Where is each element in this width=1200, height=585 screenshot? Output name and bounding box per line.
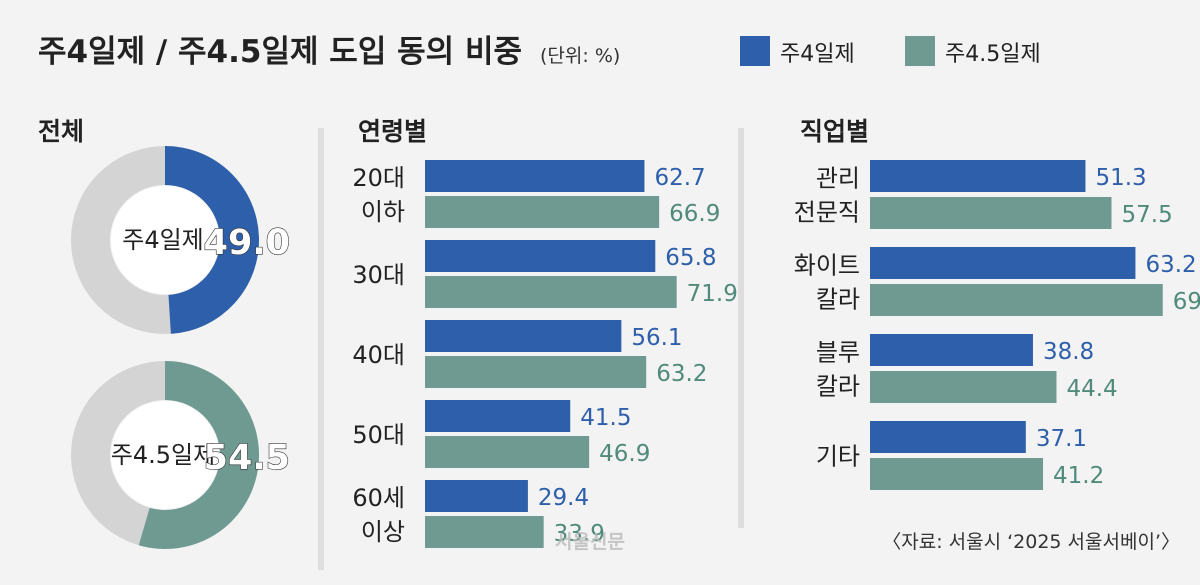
data-label: 66.9 <box>669 201 720 227</box>
panel-title-overall: 전체 <box>38 117 84 146</box>
panel-title-occupation: 직업별 <box>800 117 869 146</box>
bar <box>870 334 1033 366</box>
donut-center-label: 주4일제 <box>122 226 204 254</box>
watermark: 서울신문 <box>555 531 625 553</box>
panel-divider-2 <box>738 128 744 528</box>
category-label: 블루 <box>816 339 860 367</box>
chart-title: 주4일제 / 주4.5일제 도입 동의 비중 <box>38 34 522 70</box>
category-label: 20대 <box>352 164 405 192</box>
legend: 주4일제 주4.5일제 <box>740 36 1041 67</box>
data-label: 37.1 <box>1036 426 1087 452</box>
bar <box>425 196 660 228</box>
legend-label-series-2: 주4.5일제 <box>945 42 1041 67</box>
source-note: 〈자료: 서울시 ‘2025 서울서베이’〉 <box>882 531 1180 553</box>
category-label: 기타 <box>816 443 860 471</box>
bar <box>425 436 590 468</box>
data-label: 41.5 <box>580 405 631 431</box>
donut-slice <box>165 146 259 334</box>
bar <box>425 480 528 512</box>
category-label: 이상 <box>361 518 405 546</box>
data-label: 33.9 <box>554 521 605 547</box>
bar-group: 30대 65.8 71.9 <box>352 240 738 308</box>
legend-swatch-series-2 <box>905 36 935 66</box>
category-label: 이하 <box>361 198 405 226</box>
bar <box>425 276 677 308</box>
unit-label: (단위: %) <box>540 45 620 67</box>
donut-hole <box>111 186 219 294</box>
bar <box>870 421 1026 453</box>
data-label: 41.2 <box>1053 463 1104 489</box>
data-label: 57.5 <box>1122 202 1173 228</box>
donut-slice <box>138 361 260 549</box>
data-label: 38.8 <box>1043 339 1094 365</box>
category-label: 칼라 <box>816 373 860 401</box>
donut-center-label: 주4.5일제 <box>111 441 215 469</box>
data-label: 62.7 <box>654 165 705 191</box>
donut-hole <box>111 401 219 509</box>
data-label: 71.9 <box>687 281 738 307</box>
bar <box>870 247 1136 279</box>
data-label: 65.8 <box>665 245 716 271</box>
bar-group: 40대 56.1 63.2 <box>352 320 707 388</box>
bar <box>425 160 645 192</box>
legend-label-series-1: 주4일제 <box>780 42 855 67</box>
bar-group: 50대 41.5 46.9 <box>352 400 650 468</box>
bar <box>425 240 656 272</box>
donut-value-label: 49.0 <box>204 223 290 263</box>
bar-group: 기타 37.1 41.2 <box>816 421 1104 490</box>
occupation-bar-chart: 관리전문직51.357.5화이트칼라63.269.7블루칼라38.844.4기타… <box>794 160 1200 490</box>
category-label: 화이트 <box>794 252 860 280</box>
data-label: 69.7 <box>1173 289 1200 315</box>
data-label: 63.2 <box>1145 252 1196 278</box>
category-label: 50대 <box>352 421 405 449</box>
category-label: 60세 <box>352 484 405 512</box>
category-label: 30대 <box>352 261 405 289</box>
data-label: 29.4 <box>538 485 589 511</box>
donut-1: 주4일제 49.0 <box>71 146 291 334</box>
bar <box>870 284 1163 316</box>
bar <box>870 458 1044 490</box>
bar <box>870 160 1086 192</box>
bar <box>870 371 1057 403</box>
data-label: 56.1 <box>631 325 682 351</box>
bar <box>425 516 544 548</box>
category-label: 전문직 <box>794 199 860 227</box>
category-label: 40대 <box>352 341 405 369</box>
category-label: 관리 <box>816 165 860 193</box>
category-label: 칼라 <box>816 286 860 314</box>
bar <box>870 197 1112 229</box>
bar <box>425 356 647 388</box>
bar <box>425 400 571 432</box>
data-label: 63.2 <box>656 361 707 387</box>
data-label: 44.4 <box>1066 376 1117 402</box>
panel-divider-1 <box>318 128 324 570</box>
legend-swatch-series-1 <box>740 36 770 66</box>
data-label: 51.3 <box>1095 165 1146 191</box>
panel-title-age: 연령별 <box>358 117 427 146</box>
data-label: 46.9 <box>599 441 650 467</box>
donut-value-label: 54.5 <box>204 438 290 478</box>
bar <box>425 320 622 352</box>
